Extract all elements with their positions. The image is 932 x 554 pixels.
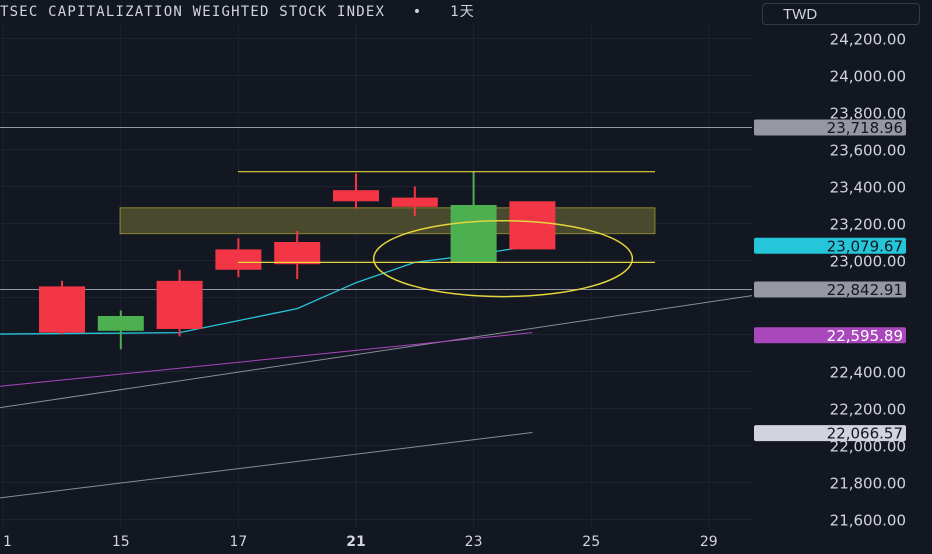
price-tick-label: 23,000.00: [830, 253, 906, 271]
candle-body[interactable]: [450, 205, 497, 263]
candle-body[interactable]: [509, 201, 556, 250]
price-tick-label: 21,800.00: [830, 475, 906, 493]
price-tick-label: 22,000.00: [830, 438, 906, 456]
time-tick-label: 25: [582, 534, 600, 550]
price-tick-label: 22,400.00: [830, 364, 906, 382]
price-tick-label: 23,200.00: [830, 216, 906, 234]
currency-selector[interactable]: TWD: [762, 3, 920, 25]
price-tick-label: 22,200.00: [830, 401, 906, 419]
annotation-lines-layer: [238, 171, 655, 298]
trend-line-lower[interactable]: [0, 432, 533, 505]
price-label-box: [754, 281, 906, 298]
candle-body[interactable]: [97, 316, 144, 331]
annotation-zone-layer: [119, 207, 656, 235]
price-tick-label: 24,200.00: [830, 31, 906, 49]
candle-body[interactable]: [274, 242, 321, 265]
chart-title-bar: TSEC CAPITALIZATION WEIGHTED STOCK INDEX…: [0, 0, 475, 24]
price-label-box: [754, 237, 906, 254]
price-label-box: [754, 327, 906, 344]
price-axis: 24,200.00 24,000.00 23,800.00 23,600.00 23,4…: [752, 0, 932, 550]
price-label-text: 23,718.96: [827, 119, 903, 137]
price-label-text: 22,842.91: [827, 281, 903, 299]
moving-average-long[interactable]: [0, 332, 533, 392]
time-tick-label: 1: [3, 534, 12, 550]
price-tick-label: 23,400.00: [830, 179, 906, 197]
price-label-text: 22,066.57: [827, 425, 903, 443]
time-tick-label: 29: [700, 534, 718, 550]
currency-label: TWD: [783, 6, 818, 23]
candle-body[interactable]: [156, 280, 203, 329]
price-label-box: [754, 425, 906, 442]
time-axis: 1 15 17 21 23 25 29: [3, 534, 718, 550]
time-tick-label: 15: [112, 534, 130, 550]
price-axis-background: [752, 0, 932, 550]
title-separator: •: [412, 4, 423, 20]
time-tick-label: 23: [465, 534, 483, 550]
time-tick-label: 17: [229, 534, 247, 550]
price-label-text: 22,595.89: [827, 327, 903, 345]
price-labels: 23,718.96 23,079.67 22,842.91 22,595.89 22,0…: [754, 119, 906, 443]
price-tick-label: 21,600.00: [830, 512, 906, 530]
trend-line-upper[interactable]: [0, 284, 827, 416]
price-tick-label: 23,800.00: [830, 105, 906, 123]
candles-layer: [39, 171, 556, 350]
candle-body[interactable]: [333, 190, 379, 202]
interval-label[interactable]: 1天: [450, 4, 475, 20]
price-tick-label: 24,000.00: [830, 68, 906, 86]
price-label-box: [754, 119, 906, 136]
candle-body[interactable]: [39, 286, 85, 333]
annotation-zone[interactable]: [119, 207, 656, 235]
grid-layer: [0, 24, 752, 528]
candle-body[interactable]: [215, 249, 262, 270]
candle-body[interactable]: [391, 197, 438, 207]
annotation-ellipse[interactable]: [372, 219, 634, 298]
chart-title: TSEC CAPITALIZATION WEIGHTED STOCK INDEX: [0, 4, 386, 20]
price-label-text: 23,079.67: [827, 237, 903, 255]
time-tick-label: 21: [346, 534, 365, 550]
price-tick-label: 23,600.00: [830, 142, 906, 160]
